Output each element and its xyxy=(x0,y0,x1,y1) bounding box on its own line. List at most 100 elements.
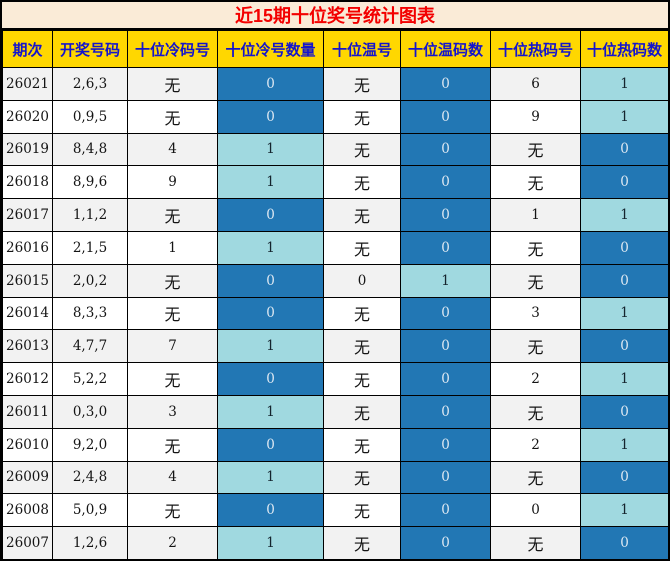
table-cell: 26017 xyxy=(2,198,53,232)
table-cell: 0 xyxy=(400,296,491,331)
table-cell: 无 xyxy=(490,394,581,429)
table-cell: 4 xyxy=(127,132,218,167)
table-cell: 0 xyxy=(400,362,491,396)
table-row: 26016 2,1,5 1 1 无 0 无 0 xyxy=(2,230,669,265)
table-cell: 26007 xyxy=(2,526,53,560)
table-row: 26018 8,9,6 9 1 无 0 无 0 xyxy=(2,165,669,200)
table-row: 26011 0,3,0 3 1 无 0 无 0 xyxy=(2,394,669,429)
table-cell: 1 xyxy=(127,230,218,265)
table-cell: 6 xyxy=(490,67,581,101)
table-cell: 0 xyxy=(580,460,669,495)
table-cell: 0 xyxy=(580,394,669,429)
table-cell: 1 xyxy=(580,427,669,462)
table-cell: 26014 xyxy=(2,296,53,331)
table-cell: 无 xyxy=(323,427,401,462)
table-cell: 1,1,2 xyxy=(52,198,128,232)
table-row: 26015 2,0,2 无 0 0 1 无 0 xyxy=(2,263,669,298)
table-cell: 0 xyxy=(400,99,491,134)
table-cell: 0 xyxy=(217,263,324,298)
table-cell: 1 xyxy=(217,329,324,364)
table-cell: 26013 xyxy=(2,329,53,364)
table-cell: 5,0,9 xyxy=(52,493,128,528)
table-cell: 0 xyxy=(217,296,324,331)
table-cell: 26011 xyxy=(2,394,53,429)
table-cell: 26010 xyxy=(2,427,53,462)
table-row: 26013 4,7,7 7 1 无 0 无 0 xyxy=(2,329,669,364)
table-cell: 26015 xyxy=(2,263,53,298)
table-cell: 2,1,5 xyxy=(52,230,128,265)
table-cell: 无 xyxy=(323,460,401,495)
table-cell: 0,9,5 xyxy=(52,99,128,134)
table-cell: 3 xyxy=(490,296,581,331)
table-cell: 0 xyxy=(217,67,324,101)
table-cell: 1 xyxy=(580,99,669,134)
table-cell: 8,9,6 xyxy=(52,165,128,200)
table-cell: 0 xyxy=(217,99,324,134)
page-title: 近15期十位奖号统计图表 xyxy=(2,2,668,30)
column-header-5: 十位温码数 xyxy=(400,30,491,68)
table-row: 26010 9,2,0 无 0 无 0 2 1 xyxy=(2,427,669,462)
table-cell: 0 xyxy=(400,526,491,560)
table-cell: 无 xyxy=(127,362,218,396)
table-cell: 无 xyxy=(323,296,401,331)
table-header-row: 期次 开奖号码 十位冷码号 十位冷号数量 十位温号 十位温码数 十位热码号 十位热码数 xyxy=(2,30,669,68)
table-cell: 3 xyxy=(127,394,218,429)
table-row: 26021 2,6,3 无 0 无 0 6 1 xyxy=(2,67,669,101)
table-cell: 无 xyxy=(323,329,401,364)
table-cell: 无 xyxy=(490,230,581,265)
column-header-4: 十位温号 xyxy=(323,30,401,68)
table-cell: 1 xyxy=(217,165,324,200)
table-row: 26007 1,2,6 2 1 无 0 无 0 xyxy=(2,526,669,560)
table-cell: 1 xyxy=(217,132,324,167)
table-row: 26009 2,4,8 4 1 无 0 无 0 xyxy=(2,460,669,495)
table-cell: 2 xyxy=(490,427,581,462)
table-cell: 无 xyxy=(127,493,218,528)
table-cell: 无 xyxy=(323,165,401,200)
table-cell: 0 xyxy=(400,67,491,101)
table-cell: 无 xyxy=(490,165,581,200)
table-cell: 26016 xyxy=(2,230,53,265)
column-header-2: 十位冷码号 xyxy=(127,30,218,68)
table-cell: 0 xyxy=(217,427,324,462)
column-header-0: 期次 xyxy=(2,30,53,68)
table-cell: 4 xyxy=(127,460,218,495)
column-header-7: 十位热码数 xyxy=(580,30,669,68)
table-cell: 无 xyxy=(323,394,401,429)
table-cell: 1 xyxy=(490,198,581,232)
table-cell: 无 xyxy=(490,329,581,364)
table-cell: 1 xyxy=(580,198,669,232)
table-cell: 1 xyxy=(580,67,669,101)
table-cell: 0 xyxy=(400,493,491,528)
table-cell: 7 xyxy=(127,329,218,364)
table-cell: 无 xyxy=(490,526,581,560)
table-cell: 0 xyxy=(323,263,401,298)
table-cell: 无 xyxy=(323,526,401,560)
table-cell: 0 xyxy=(400,165,491,200)
table-cell: 0 xyxy=(400,329,491,364)
table-cell: 2 xyxy=(127,526,218,560)
table-cell: 26009 xyxy=(2,460,53,495)
table-cell: 1 xyxy=(217,394,324,429)
table-row: 26014 8,3,3 无 0 无 0 3 1 xyxy=(2,296,669,331)
table-cell: 无 xyxy=(127,296,218,331)
table-cell: 0 xyxy=(580,526,669,560)
table-cell: 26020 xyxy=(2,99,53,134)
table-cell: 9 xyxy=(127,165,218,200)
table-cell: 26021 xyxy=(2,67,53,101)
table-cell: 无 xyxy=(323,132,401,167)
table-cell: 8,4,8 xyxy=(52,132,128,167)
table-cell: 2,4,8 xyxy=(52,460,128,495)
table-cell: 1,2,6 xyxy=(52,526,128,560)
table-cell: 1 xyxy=(217,230,324,265)
table-cell: 无 xyxy=(127,427,218,462)
table-cell: 0 xyxy=(400,132,491,167)
table-row: 26020 0,9,5 无 0 无 0 9 1 xyxy=(2,99,669,134)
table-cell: 0 xyxy=(400,427,491,462)
table-cell: 无 xyxy=(323,493,401,528)
table-cell: 26019 xyxy=(2,132,53,167)
table-cell: 无 xyxy=(490,132,581,167)
table-cell: 0 xyxy=(580,329,669,364)
table-cell: 0 xyxy=(580,165,669,200)
table-cell: 26008 xyxy=(2,493,53,528)
table-cell: 0 xyxy=(217,493,324,528)
